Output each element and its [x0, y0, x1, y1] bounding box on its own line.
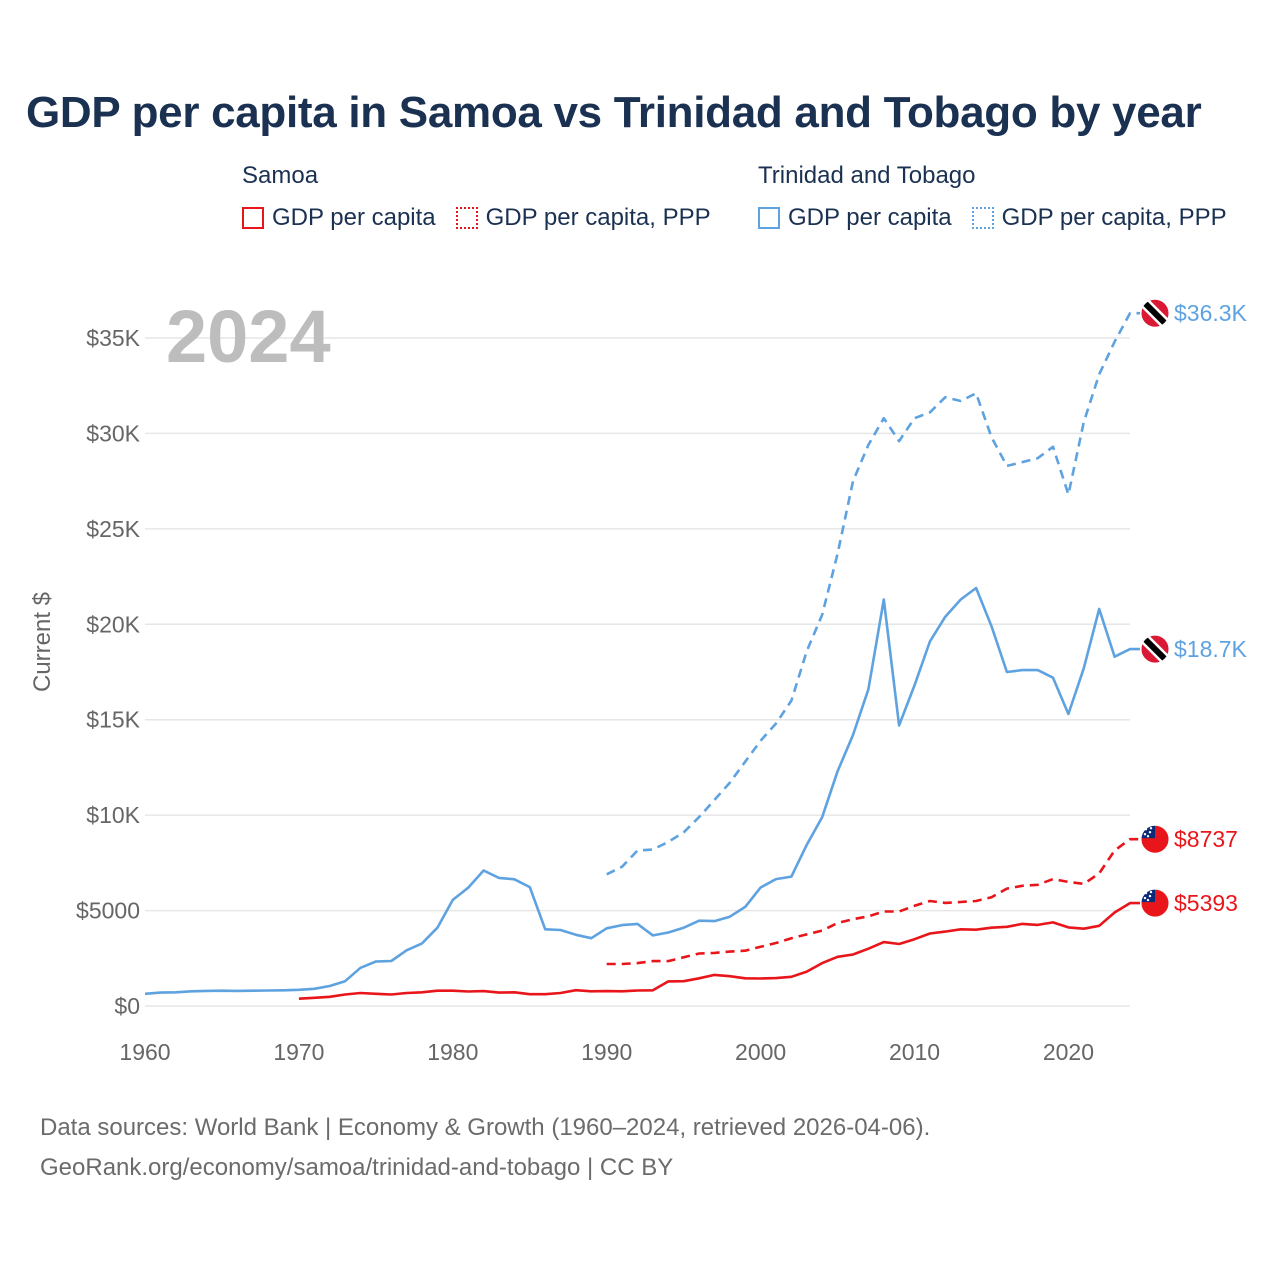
- legend-swatch-tt-gdp: [758, 207, 780, 229]
- y-axis-ticks: $0 $5000 $10K $15K $20K $25K $30K $35K: [76, 325, 141, 1019]
- legend-swatch-tt-ppp: [971, 207, 994, 229]
- legend-label-tt-gdp: GDP per capita: [788, 204, 952, 231]
- end-label-tt_gdp: $18.7K: [1174, 636, 1248, 662]
- footer-sources: Data sources: World Bank | Economy & Gro…: [40, 1114, 931, 1141]
- x-tick-label: 2000: [735, 1039, 786, 1065]
- footer: Data sources: World Bank | Economy & Gro…: [40, 1108, 930, 1188]
- x-axis-ticks: 1960 1970 1980 1990 2000 2010 2020: [119, 1039, 1094, 1065]
- legend-item-tt-ppp[interactable]: GDP per capita, PPP: [971, 204, 1227, 232]
- legend-label-samoa-gdp: GDP per capita: [272, 204, 436, 231]
- flag-icon-samoa: [1140, 824, 1170, 854]
- legend-label-tt-ppp: GDP per capita, PPP: [1001, 204, 1227, 231]
- y-tick-label: $15K: [86, 707, 140, 733]
- y-tick-label: $0: [114, 993, 140, 1019]
- end-label-samoa_ppp: $8737: [1174, 826, 1238, 852]
- year-watermark: 2024: [166, 295, 331, 378]
- flag-icon-tt: [1140, 298, 1170, 328]
- y-tick-label: $25K: [86, 516, 140, 542]
- grid-lines: [145, 337, 1130, 1007]
- legend-samoa-heading: Samoa: [242, 162, 319, 189]
- series-line-tt_gdp: [144, 586, 1140, 996]
- x-tick-label: 1960: [119, 1039, 170, 1065]
- legend-swatch-samoa-gdp: [242, 207, 264, 229]
- x-tick-label: 2010: [889, 1039, 940, 1065]
- series-line-samoa_ppp: [606, 837, 1140, 966]
- x-tick-label: 1970: [273, 1039, 324, 1065]
- y-tick-label: $20K: [86, 611, 140, 637]
- x-tick-label: 1990: [581, 1039, 632, 1065]
- footer-attribution: GeoRank.org/economy/samoa/trinidad-and-t…: [40, 1154, 674, 1181]
- series-end-markers: $36.3K $18.7K $8737 $5393: [1140, 298, 1248, 918]
- y-axis-label: Current $: [29, 592, 56, 692]
- legend-tt: Trinidad and Tobago GDP per capita GDP p…: [758, 162, 1247, 232]
- chart-title: GDP per capita in Samoa vs Trinidad and …: [26, 88, 1202, 137]
- flag-icon-tt: [1140, 634, 1170, 664]
- x-tick-label: 1980: [427, 1039, 478, 1065]
- legend-tt-heading: Trinidad and Tobago: [758, 162, 976, 189]
- series-line-tt_ppp: [606, 311, 1140, 876]
- y-tick-label: $35K: [86, 325, 140, 351]
- legend-swatch-samoa-ppp: [455, 207, 478, 229]
- series-lines: [144, 311, 1140, 1000]
- x-tick-label: 2020: [1043, 1039, 1094, 1065]
- y-tick-label: $5000: [76, 898, 140, 924]
- legend-item-tt-gdp[interactable]: GDP per capita: [758, 204, 952, 232]
- y-tick-label: $30K: [86, 420, 140, 446]
- end-label-tt_ppp: $36.3K: [1174, 300, 1248, 326]
- legend-label-samoa-ppp: GDP per capita, PPP: [485, 204, 711, 231]
- legend-samoa: Samoa GDP per capita GDP per capita, PPP: [242, 162, 731, 232]
- flag-icon-samoa: [1140, 888, 1170, 918]
- series-line-samoa_gdp: [298, 901, 1140, 1000]
- y-tick-label: $10K: [86, 802, 140, 828]
- legend-item-samoa-ppp[interactable]: GDP per capita, PPP: [455, 204, 711, 232]
- legend-item-samoa-gdp[interactable]: GDP per capita: [242, 204, 436, 232]
- end-label-samoa_gdp: $5393: [1174, 890, 1238, 916]
